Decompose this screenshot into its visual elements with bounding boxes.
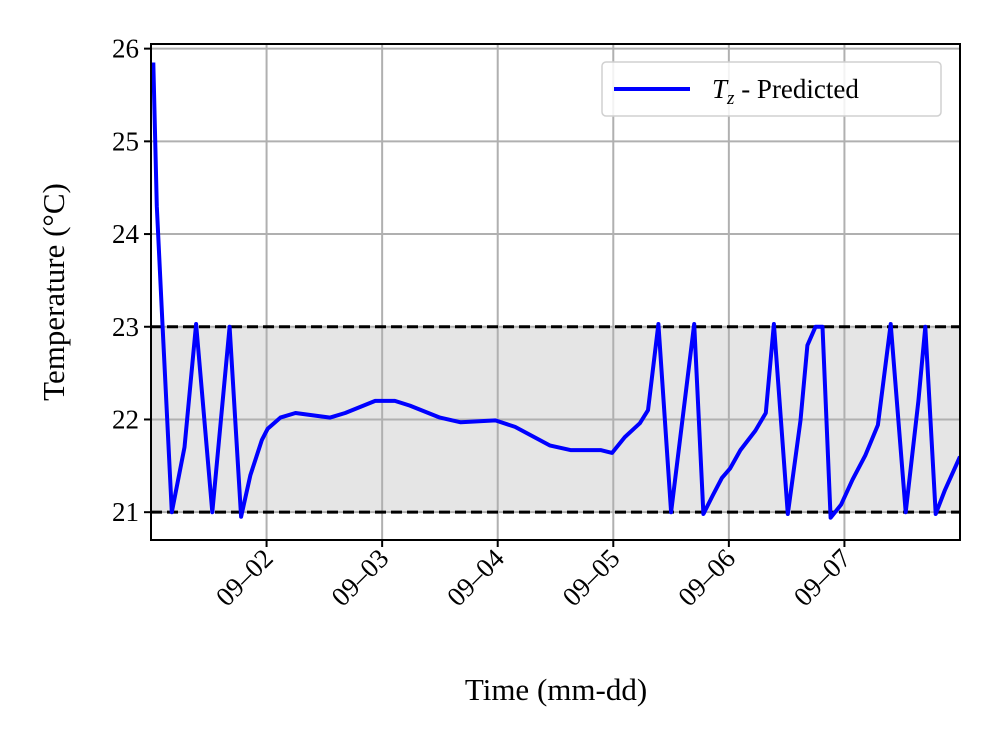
y-tick-label: 24 (112, 219, 140, 249)
x-tick-label: 09–02 (210, 543, 279, 612)
legend-label-subscript: z (726, 88, 735, 109)
plot-frame (150, 43, 961, 541)
y-tick-label: 26 (112, 34, 139, 64)
legend-label-symbol: T (712, 74, 729, 104)
x-tick-label: 09–03 (325, 543, 394, 612)
y-tick-label: 25 (112, 126, 139, 156)
y-axis-label: Temperature (°C) (36, 183, 71, 401)
y-tick-label: 22 (112, 404, 139, 434)
x-tick-label: 09–05 (557, 543, 626, 612)
x-tick-label: 09–07 (788, 543, 857, 612)
y-tick-label: 23 (112, 312, 139, 342)
x-tick-label: 09–06 (672, 543, 741, 612)
legend-box (601, 61, 942, 117)
legend-label-rest: - Predicted (734, 74, 859, 104)
legend-label: Tz - Predicted (712, 74, 859, 109)
series-line (151, 62, 960, 520)
y-tick-label: 21 (112, 497, 139, 527)
x-axis-label: Time (mm-dd) (465, 672, 647, 707)
x-tick-label: 09–04 (441, 543, 510, 612)
